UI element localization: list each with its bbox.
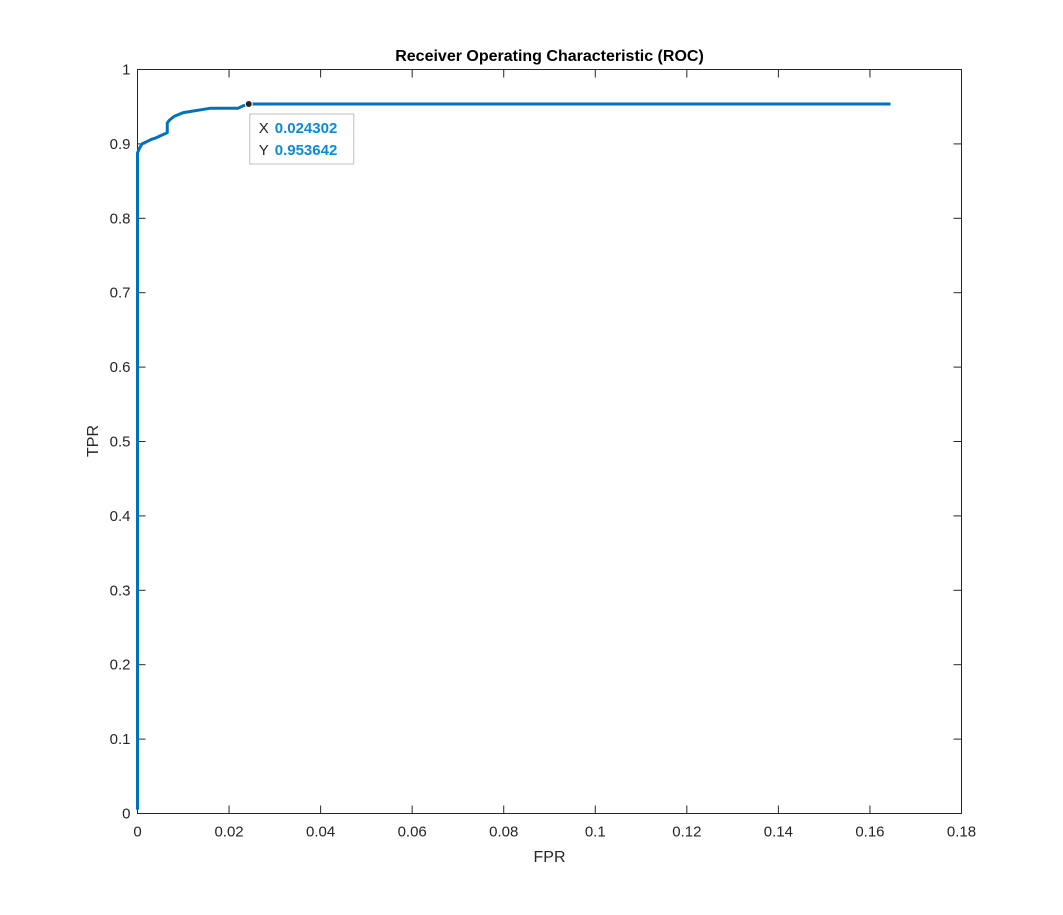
tick-labels: 0 0.02 0.04 0.06 0.08 0.1 0.12 0.14 0.16 0.18 0 0.1…	[110, 62, 976, 841]
y-tick-label: 0.9	[110, 136, 131, 153]
plot-area	[137, 69, 962, 814]
y-tick-label: 0.1	[110, 731, 131, 748]
y-tick-label: 0.4	[110, 508, 131, 525]
x-tick-label: 0	[133, 824, 141, 841]
x-tick-label: 0.1	[585, 824, 606, 841]
x-tick-label: 0.02	[214, 824, 243, 841]
y-tick-label: 0.3	[110, 582, 131, 599]
roc-curve	[136, 102, 891, 810]
data-tip-x-key: X	[259, 120, 269, 137]
data-tip[interactable]: X 0.024302 Y 0.953642	[244, 99, 355, 165]
y-tick-label: 0.2	[110, 657, 131, 674]
x-tick-label: 0.12	[672, 824, 701, 841]
data-tip-y-key: Y	[259, 142, 269, 159]
x-tick-label: 0.18	[947, 824, 976, 841]
y-axis-label: TPR	[85, 425, 102, 457]
y-tick-label: 0.8	[110, 210, 131, 227]
chart-title: Receiver Operating Characteristic (ROC)	[395, 48, 704, 65]
y-tick-label: 0	[122, 806, 130, 823]
y-tick-label: 0.7	[110, 285, 131, 302]
data-tip-box	[249, 113, 355, 165]
y-tick-label: 0.5	[110, 434, 131, 451]
x-axis-label: FPR	[534, 849, 566, 866]
data-tip-y-value: 0.953642	[275, 142, 338, 159]
x-tick-label: 0.14	[764, 824, 793, 841]
x-tick-label: 0.16	[855, 824, 884, 841]
data-tip-marker[interactable]	[244, 99, 253, 108]
data-tip-x-value: 0.024302	[275, 120, 338, 137]
y-tick-label: 1	[122, 62, 130, 79]
x-tick-label: 0.08	[489, 824, 518, 841]
y-tick-label: 0.6	[110, 359, 131, 376]
x-tick-label: 0.04	[306, 824, 335, 841]
x-tick-label: 0.06	[398, 824, 427, 841]
